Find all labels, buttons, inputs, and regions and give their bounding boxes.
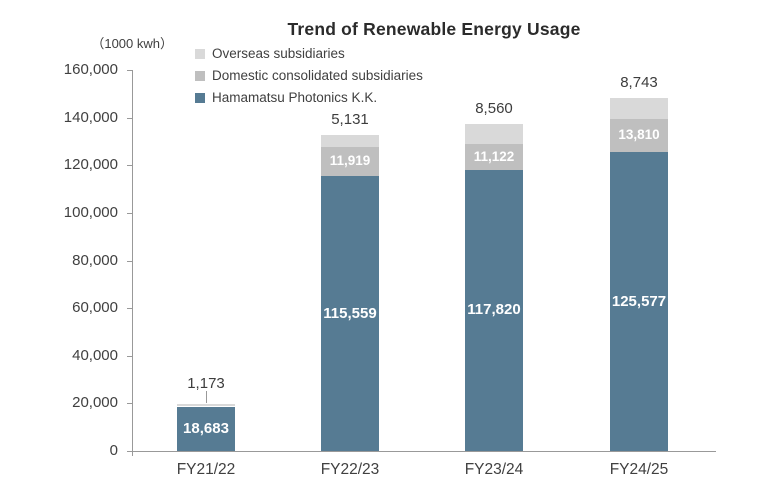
y-axis-tick-label: 80,000 [72, 251, 118, 269]
y-axis-tick-label: 20,000 [72, 394, 118, 412]
legend-label: Hamamatsu Photonics K.K. [212, 90, 378, 105]
x-axis-category-label: FY24/25 [609, 461, 669, 478]
y-axis-tick [127, 308, 132, 310]
bar-segment-overseas-subsidiaries [321, 135, 379, 148]
y-axis-tick-label: 40,000 [72, 346, 118, 364]
bar-top-value-label: 8,560 [475, 99, 513, 117]
y-axis-tick-label: 0 [109, 442, 118, 459]
y-axis-tick [127, 70, 132, 71]
bar-value-label: 125,577 [611, 292, 667, 310]
bar-segment-hamamatsu-photonics-k-k- [610, 151, 668, 451]
legend-label: Domestic consolidated subsidiaries [212, 68, 423, 83]
y-axis-tick [127, 212, 132, 214]
bar-top-value-label: 1,173 [187, 374, 225, 392]
legend-swatch-icon [195, 48, 205, 59]
y-axis-tick-label: 140,000 [63, 108, 118, 126]
bar-value-label: 115,559 [323, 304, 377, 322]
bar-segment-hamamatsu-photonics-k-k- [465, 170, 523, 451]
legend-item: Overseas subsidiaries [195, 45, 423, 62]
bar-segment-domestic-consolidated-subsidiaries [610, 119, 668, 152]
legend-swatch-icon [195, 92, 205, 103]
bar-segment-domestic-consolidated-subsidiaries [321, 147, 379, 176]
bar-segment-overseas-subsidiaries [465, 123, 523, 144]
legend-swatch-icon [195, 70, 205, 81]
y-axis-tick [127, 451, 132, 452]
legend: Overseas subsidiaries Domestic consolidat… [195, 45, 423, 111]
bar-value-label: 18,683 [183, 419, 229, 437]
x-axis-category-label: FY22/23 [320, 461, 380, 478]
x-axis-line [132, 451, 716, 452]
y-axis-unit-label: （1000 kwh） [91, 36, 173, 51]
legend-item: Hamamatsu Photonics K.K. [195, 89, 423, 106]
bar-value-label: 11,122 [473, 148, 515, 164]
legend-item: Domestic consolidated subsidiaries [195, 67, 423, 84]
y-axis-tick-label: 100,000 [63, 203, 118, 221]
y-axis-line [132, 70, 133, 456]
y-axis-tick [127, 165, 132, 167]
bar-top-value-label: 5,131 [331, 111, 369, 129]
y-axis-tick-label: 60,000 [72, 299, 118, 317]
bar-top-value-label: 8,743 [620, 74, 658, 92]
y-axis-tick-label: 120,000 [63, 156, 118, 174]
x-axis-category-label: FY21/22 [176, 461, 236, 478]
y-axis-tick [127, 355, 132, 357]
y-axis-tick-label: 160,000 [63, 61, 118, 78]
bar-segment-hamamatsu-photonics-k-k- [177, 406, 235, 451]
bar-value-label: 11,919 [329, 153, 371, 169]
y-axis-tick [127, 117, 132, 119]
bar-segment-domestic-consolidated-subsidiaries [465, 143, 523, 171]
bar-segment-hamamatsu-photonics-k-k- [321, 175, 379, 451]
y-axis-tick [127, 403, 132, 405]
chart-title: Trend of Renewable Energy Usage [287, 19, 581, 39]
bar-segment-overseas-subsidiaries [610, 98, 668, 120]
y-axis-tick [127, 260, 132, 262]
x-axis-category-label: FY23/24 [464, 461, 524, 478]
bar-value-label: 13,810 [618, 127, 660, 143]
legend-label: Overseas subsidiaries [212, 46, 345, 61]
callout-leader-line [206, 390, 207, 403]
bar-value-label: 117,820 [467, 301, 521, 319]
bar-segment-overseas-subsidiaries [177, 403, 235, 407]
